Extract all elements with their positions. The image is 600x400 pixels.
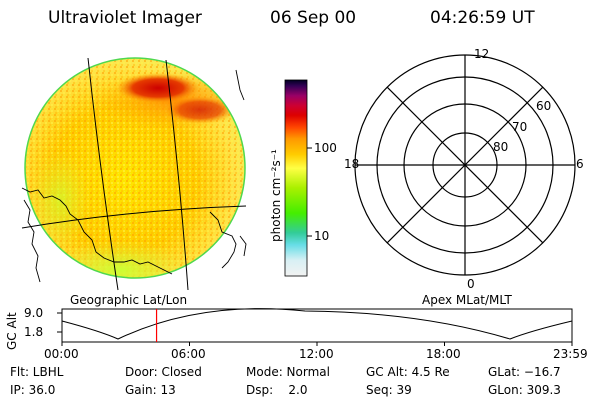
polar-lat-70: 70 (512, 120, 528, 134)
instrument-title: Ultraviolet Imager (48, 8, 202, 28)
status-gcalt: GC Alt: 4.5 Re (366, 365, 450, 379)
orbit-x-tick-6: 06:00 (171, 347, 206, 361)
orbit-x-tick-18: 18:00 (426, 347, 461, 361)
orbit-y-label: GC Alt (5, 312, 19, 350)
orbit-x-tick-0: 00:00 (44, 347, 79, 361)
coastline (21, 69, 247, 283)
colorbar (284, 79, 312, 277)
geographic-grid (21, 57, 247, 291)
status-dsp: Dsp: 2.0 (246, 383, 308, 397)
status-seq: Seq: 39 (366, 383, 412, 397)
status-flt: Flt: LBHL (10, 365, 64, 379)
polar-label-6: 6 (576, 157, 584, 171)
orbit-x-tick-24: 23:59 (553, 347, 588, 361)
status-glon: GLon: 309.3 (488, 383, 561, 397)
polar-label-12: 12 (474, 47, 490, 61)
colorbar-tick-100: 100 (314, 141, 337, 155)
orbit-panel (57, 308, 573, 346)
polar-plot (354, 54, 576, 276)
time-label: 04:26:59 UT (430, 8, 535, 28)
colorbar-unit-label: photon cm⁻²s⁻¹ (269, 149, 283, 242)
orbit-y-tick-max: 9.0 (24, 306, 44, 320)
orbit-y-tick-min: 1.8 (24, 325, 44, 339)
orbit-right-title: Apex MLat/MLT (422, 293, 512, 307)
polar-lat-80: 80 (493, 140, 509, 154)
colorbar-tick-10: 10 (314, 229, 330, 243)
status-mode: Mode: Normal (246, 365, 330, 379)
status-glat: GLat: −16.7 (488, 365, 561, 379)
status-door: Door: Closed (125, 365, 202, 379)
orbit-left-title: Geographic Lat/Lon (70, 293, 188, 307)
date-label: 06 Sep 00 (270, 8, 357, 28)
polar-lat-60: 60 (536, 99, 552, 113)
status-ip: IP: 36.0 (10, 383, 56, 397)
polar-label-0: 0 (467, 277, 475, 291)
orbit-x-tick-12: 12:00 (299, 347, 334, 361)
status-gain: Gain: 13 (125, 383, 176, 397)
polar-label-18: 18 (344, 157, 360, 171)
